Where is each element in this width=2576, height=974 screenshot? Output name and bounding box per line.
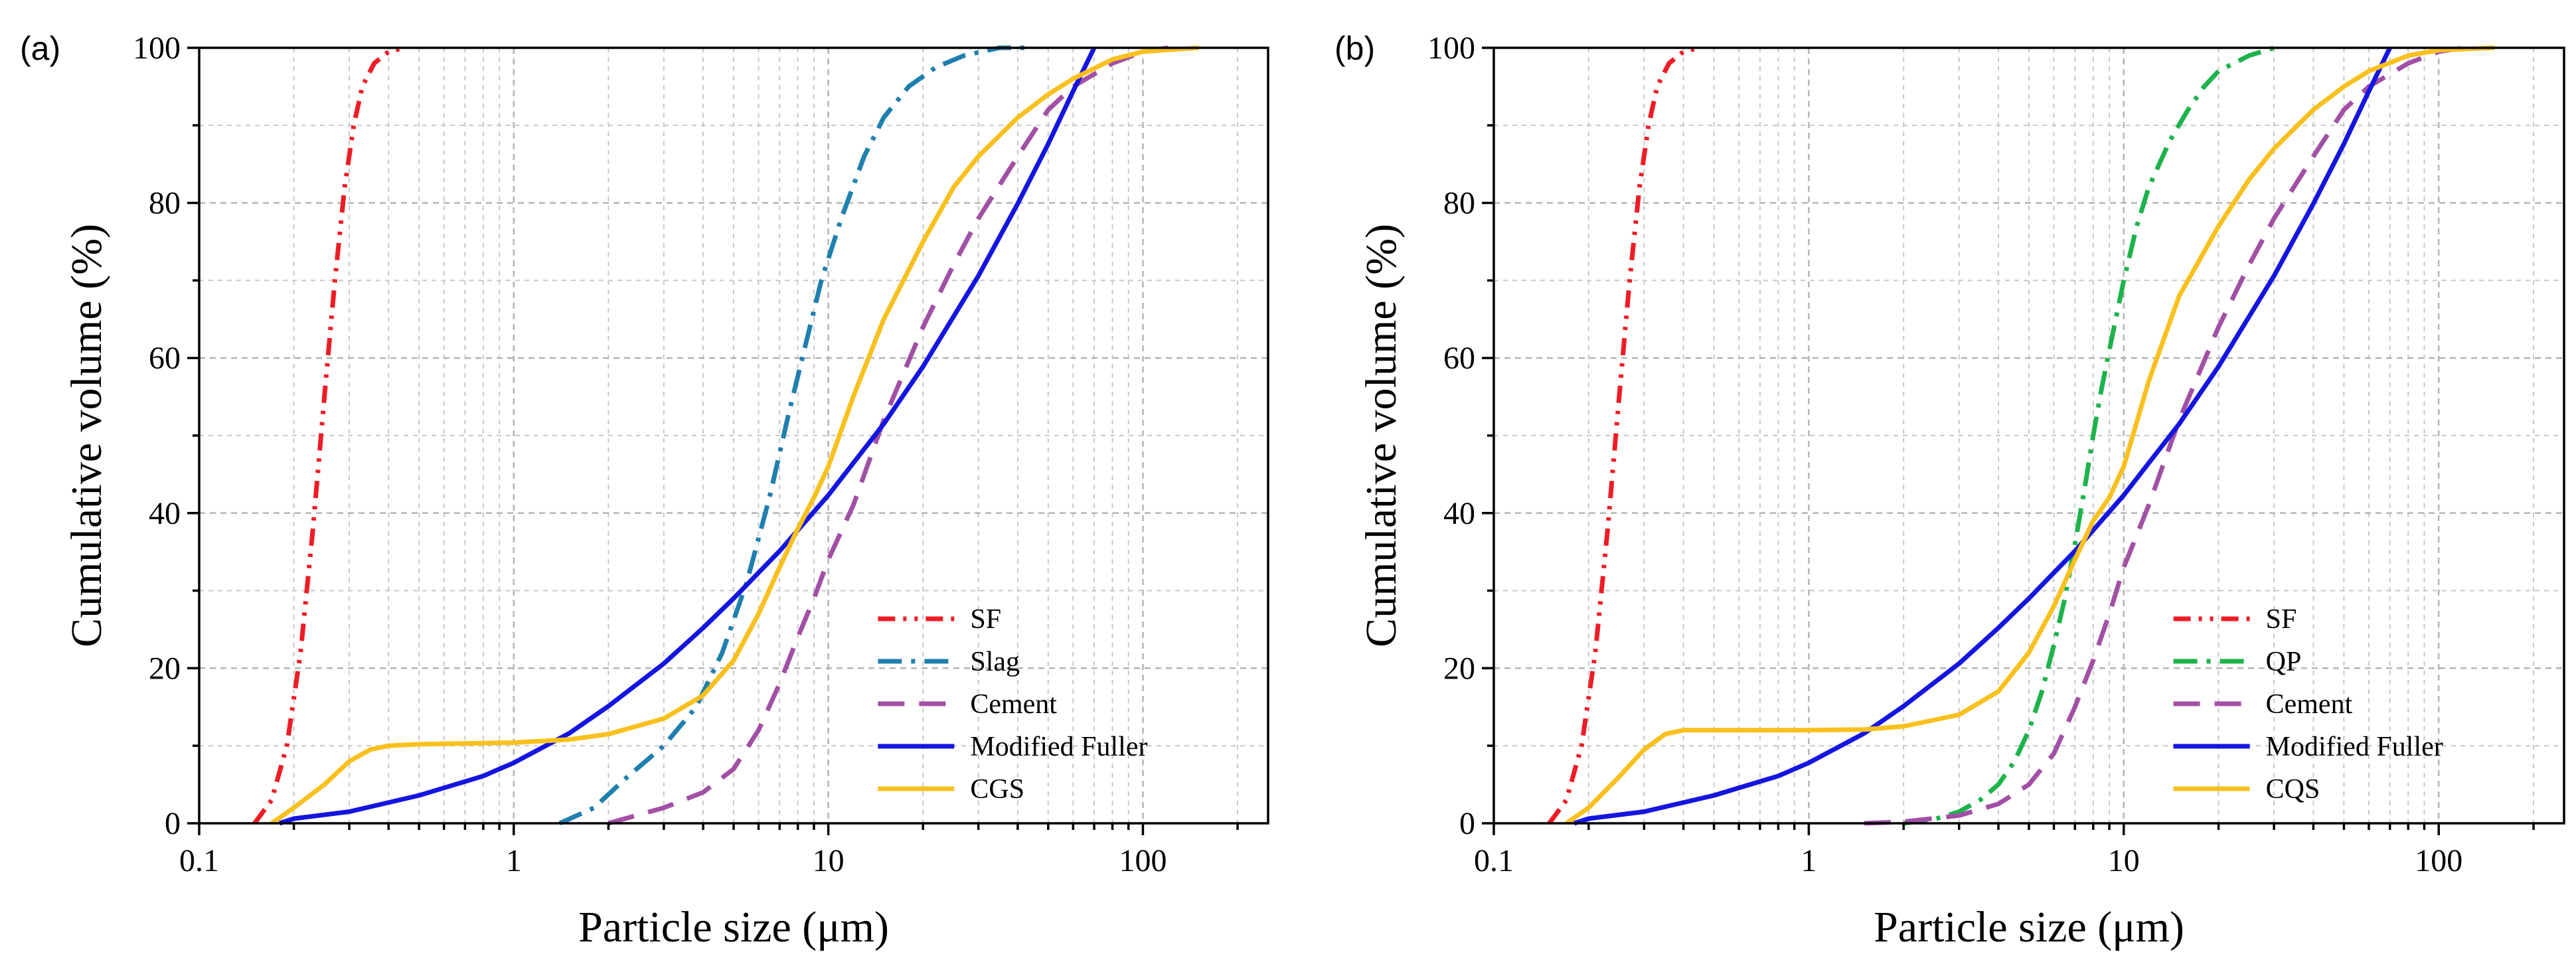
legend-label: Modified Fuller <box>970 732 1147 762</box>
legend-item-qp: QP <box>2173 647 2302 677</box>
x-tick-label: 100 <box>1119 843 1167 878</box>
axes: 0.1 1 10 100 0 20 40 60 80 100 <box>1427 31 2565 878</box>
y-tick-label: 40 <box>1443 496 1475 531</box>
legend: SF Slag Cement Modified Fuller CGS <box>878 604 1147 805</box>
series-line-cgs <box>270 45 1199 825</box>
axes: 0.1 1 10 100 0 20 40 60 80 100 <box>133 31 1269 878</box>
series-line-sf <box>1547 45 1700 825</box>
legend-item-cqs: CQS <box>2173 774 2320 805</box>
legend-item-cement: Cement <box>878 689 1057 720</box>
legend-label: QP <box>2266 647 2302 677</box>
series-line-sf <box>252 45 406 825</box>
series-line-cement <box>1864 45 2464 826</box>
legend-item-cgs: CGS <box>878 774 1024 805</box>
series-line-qp <box>1903 45 2275 826</box>
x-tick-label: 1 <box>1801 843 1816 878</box>
series-line-cqs <box>1565 45 2494 825</box>
y-tick-label: 80 <box>149 186 181 221</box>
legend-label: Slag <box>970 647 1020 677</box>
legend-item-cement: Cement <box>2173 689 2353 720</box>
y-tick-label: 0 <box>1459 806 1475 841</box>
series-line-slag <box>558 45 1034 826</box>
y-axis-title: Cumulative volume (%) <box>1357 224 1406 647</box>
x-tick-label: 100 <box>2415 843 2462 878</box>
grid <box>199 48 1268 823</box>
legend-item-sf: SF <box>878 604 1001 635</box>
series-line-cement <box>607 45 1168 826</box>
y-tick-label: 80 <box>1443 186 1475 221</box>
x-tick-label: 0.1 <box>179 843 219 878</box>
legend-item-modified-fuller: Modified Fuller <box>878 732 1147 762</box>
legend-label: Modified Fuller <box>2266 732 2443 762</box>
panel-label: (a) <box>20 30 60 67</box>
y-tick-label: 20 <box>1443 651 1475 686</box>
legend-label: SF <box>970 604 1001 635</box>
y-tick-label: 20 <box>149 651 181 686</box>
legend-label: Cement <box>2266 689 2353 720</box>
legend-item-modified-fuller: Modified Fuller <box>2173 732 2443 762</box>
x-axis-title: Particle size (μm) <box>578 903 889 951</box>
y-tick-label: 40 <box>149 496 181 531</box>
legend-item-slag: Slag <box>878 647 1020 677</box>
x-tick-label: 10 <box>2108 843 2140 878</box>
x-tick-label: 1 <box>506 843 522 878</box>
legend-item-sf: SF <box>2173 604 2297 635</box>
legend-label: Cement <box>970 689 1057 720</box>
legend-label: CQS <box>2266 774 2320 805</box>
grid <box>1494 48 2564 823</box>
legend-label: CGS <box>970 774 1024 805</box>
y-axis-title: Cumulative volume (%) <box>62 224 111 647</box>
series-line-modified-fuller <box>278 46 1097 826</box>
x-axis-title: Particle size (μm) <box>1874 903 2184 951</box>
series-group <box>1547 45 2494 826</box>
y-tick-label: 60 <box>1443 341 1475 376</box>
x-tick-label: 10 <box>813 843 845 878</box>
panel-b: (b) 0.1 1 10 100 0 20 40 60 80 100 Particle size (μ… <box>1334 30 2565 951</box>
series-group <box>252 45 1199 826</box>
series-line-modified-fuller <box>1573 46 2392 826</box>
legend: SF QP Cement Modified Fuller CQS <box>2173 604 2443 805</box>
y-tick-label: 60 <box>149 341 181 376</box>
legend-label: SF <box>2266 604 2297 635</box>
y-tick-label: 0 <box>165 806 181 841</box>
panel-label: (b) <box>1334 30 1375 67</box>
y-tick-label: 100 <box>1427 31 1475 66</box>
y-tick-label: 100 <box>133 31 181 66</box>
x-tick-label: 0.1 <box>1474 843 1514 878</box>
panel-a: (a) 0.1 1 10 100 0 20 40 60 80 100 Particle size (μ… <box>20 30 1269 951</box>
